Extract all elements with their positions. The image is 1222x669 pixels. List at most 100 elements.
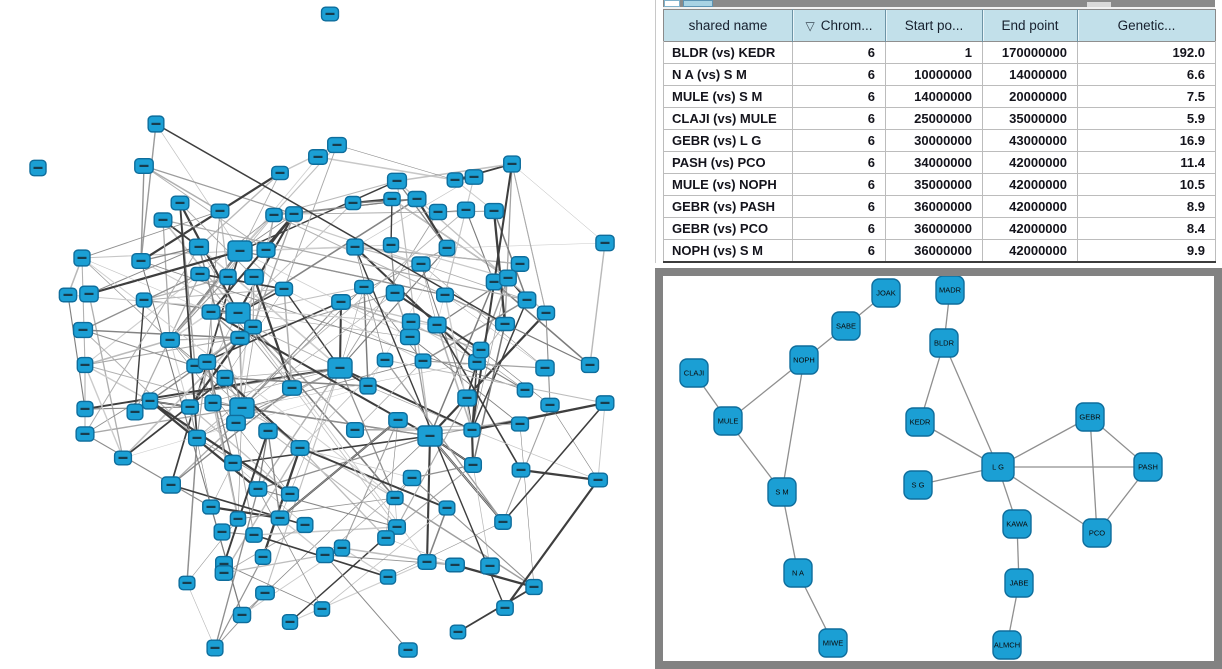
graph-node[interactable] — [232, 606, 252, 624]
graph-node[interactable] — [204, 394, 222, 412]
graph-node[interactable] — [449, 624, 467, 640]
graph-node[interactable] — [385, 284, 405, 302]
graph-node[interactable] — [345, 422, 365, 438]
graph-node[interactable] — [244, 319, 262, 335]
graph-node[interactable] — [245, 527, 263, 543]
graph-node[interactable] — [281, 380, 303, 396]
graph-node[interactable] — [229, 511, 247, 527]
table-cell[interactable]: 6 — [792, 217, 886, 240]
table-cell[interactable]: 30000000 — [885, 129, 983, 152]
graph-node[interactable] — [126, 403, 144, 421]
table-cell[interactable]: NOPH (vs) S M — [663, 239, 793, 262]
table-cell[interactable]: PASH (vs) PCO — [663, 151, 793, 174]
table-row[interactable]: BLDR (vs) KEDR 6 1 170000000 192.0 — [663, 41, 1216, 64]
graph-node-kedr[interactable]: KEDR — [905, 407, 935, 437]
graph-node-noph[interactable]: NOPH — [789, 345, 819, 375]
graph-node[interactable] — [216, 369, 234, 387]
graph-node[interactable] — [226, 414, 246, 432]
table-row[interactable]: MULE (vs) S M 6 14000000 20000000 7.5 — [663, 85, 1216, 108]
graph-node[interactable] — [354, 279, 374, 295]
graph-node[interactable] — [254, 549, 272, 565]
network-view-filtered[interactable]: JOAK MADR SABE BLDR NOPH CLAJI MULE KEDR GEBR L G… — [655, 268, 1222, 669]
graph-node[interactable] — [296, 516, 314, 534]
graph-node[interactable] — [320, 6, 340, 22]
graph-node[interactable] — [535, 359, 555, 377]
graph-node[interactable] — [79, 285, 99, 303]
table-cell[interactable]: 36000000 — [885, 195, 983, 218]
table-cell[interactable]: 35000000 — [885, 173, 983, 196]
column-header-1[interactable]: ▽ Chrom... — [792, 9, 886, 42]
table-scrollbar-strip[interactable] — [663, 0, 1215, 9]
graph-node[interactable] — [382, 237, 400, 253]
graph-node[interactable] — [141, 392, 159, 410]
graph-node[interactable] — [270, 510, 290, 526]
graph-node[interactable] — [464, 169, 484, 185]
network-view-main[interactable] — [0, 0, 655, 669]
table-row[interactable]: NOPH (vs) S M 6 36000000 42000000 9.9 — [663, 239, 1216, 262]
table-cell[interactable]: 6.6 — [1077, 63, 1216, 86]
graph-node[interactable] — [281, 614, 299, 630]
table-cell[interactable]: 170000000 — [982, 41, 1078, 64]
table-row[interactable]: PASH (vs) PCO 6 34000000 42000000 11.4 — [663, 151, 1216, 174]
graph-node-mule[interactable]: MULE — [713, 406, 743, 436]
graph-node[interactable] — [383, 191, 401, 207]
graph-node[interactable] — [494, 316, 516, 332]
graph-node[interactable] — [525, 578, 543, 596]
table-row[interactable]: MULE (vs) NOPH 6 35000000 42000000 10.5 — [663, 173, 1216, 196]
graph-node[interactable] — [428, 203, 448, 221]
graph-node[interactable] — [331, 294, 351, 310]
graph-node[interactable] — [445, 557, 465, 573]
graph-node[interactable] — [76, 400, 94, 418]
table-corner-button[interactable] — [664, 0, 680, 7]
graph-node[interactable] — [346, 238, 364, 256]
graph-node[interactable] — [227, 240, 253, 262]
graph-node-pco[interactable]: PCO — [1082, 518, 1112, 548]
graph-node[interactable] — [457, 389, 477, 407]
graph-node[interactable] — [131, 253, 151, 269]
table-tab-fragment[interactable] — [683, 0, 713, 7]
graph-node[interactable] — [58, 287, 78, 303]
graph-node-n-a[interactable]: N A — [783, 558, 813, 588]
table-cell[interactable]: GEBR (vs) PCO — [663, 217, 793, 240]
graph-node-pash[interactable]: PASH — [1133, 452, 1163, 482]
table-cell[interactable]: 1 — [885, 41, 983, 64]
graph-node-jabe[interactable]: JABE — [1004, 568, 1034, 598]
table-cell[interactable]: 5.9 — [1077, 107, 1216, 130]
table-cell[interactable]: MULE (vs) NOPH — [663, 173, 793, 196]
graph-node[interactable] — [219, 268, 237, 286]
graph-node[interactable] — [387, 519, 407, 535]
table-cell[interactable]: MULE (vs) S M — [663, 85, 793, 108]
column-header-3[interactable]: End point — [982, 9, 1078, 42]
graph-node[interactable] — [153, 212, 173, 228]
graph-node[interactable] — [280, 486, 300, 502]
graph-node[interactable] — [407, 190, 427, 208]
graph-node[interactable] — [285, 206, 303, 222]
graph-node[interactable] — [333, 539, 351, 557]
graph-node[interactable] — [188, 238, 210, 256]
graph-node[interactable] — [244, 268, 264, 286]
table-cell[interactable]: 192.0 — [1077, 41, 1216, 64]
graph-node[interactable] — [510, 416, 530, 432]
graph-node[interactable] — [517, 291, 537, 309]
graph-node[interactable] — [472, 341, 490, 359]
table-row[interactable]: GEBR (vs) L G 6 30000000 43000000 16.9 — [663, 129, 1216, 152]
graph-node[interactable] — [484, 202, 504, 220]
table-cell[interactable]: 42000000 — [982, 239, 1078, 262]
column-header-2[interactable]: Start po... — [885, 9, 983, 42]
graph-node[interactable] — [438, 239, 456, 257]
graph-node[interactable] — [427, 316, 447, 334]
graph-node[interactable] — [75, 426, 95, 442]
graph-node[interactable] — [414, 353, 432, 369]
table-cell[interactable]: 10000000 — [885, 63, 983, 86]
table-cell[interactable]: 6 — [792, 107, 886, 130]
graph-node[interactable] — [315, 546, 335, 564]
graph-node[interactable] — [274, 281, 294, 297]
graph-node[interactable] — [161, 476, 181, 494]
graph-node[interactable] — [463, 457, 483, 473]
table-cell[interactable]: 36000000 — [885, 239, 983, 262]
graph-node[interactable] — [265, 207, 283, 223]
graph-node[interactable] — [417, 425, 443, 447]
graph-node-l-g[interactable]: L G — [981, 452, 1015, 482]
graph-node[interactable] — [595, 395, 615, 411]
graph-node[interactable] — [494, 514, 512, 530]
